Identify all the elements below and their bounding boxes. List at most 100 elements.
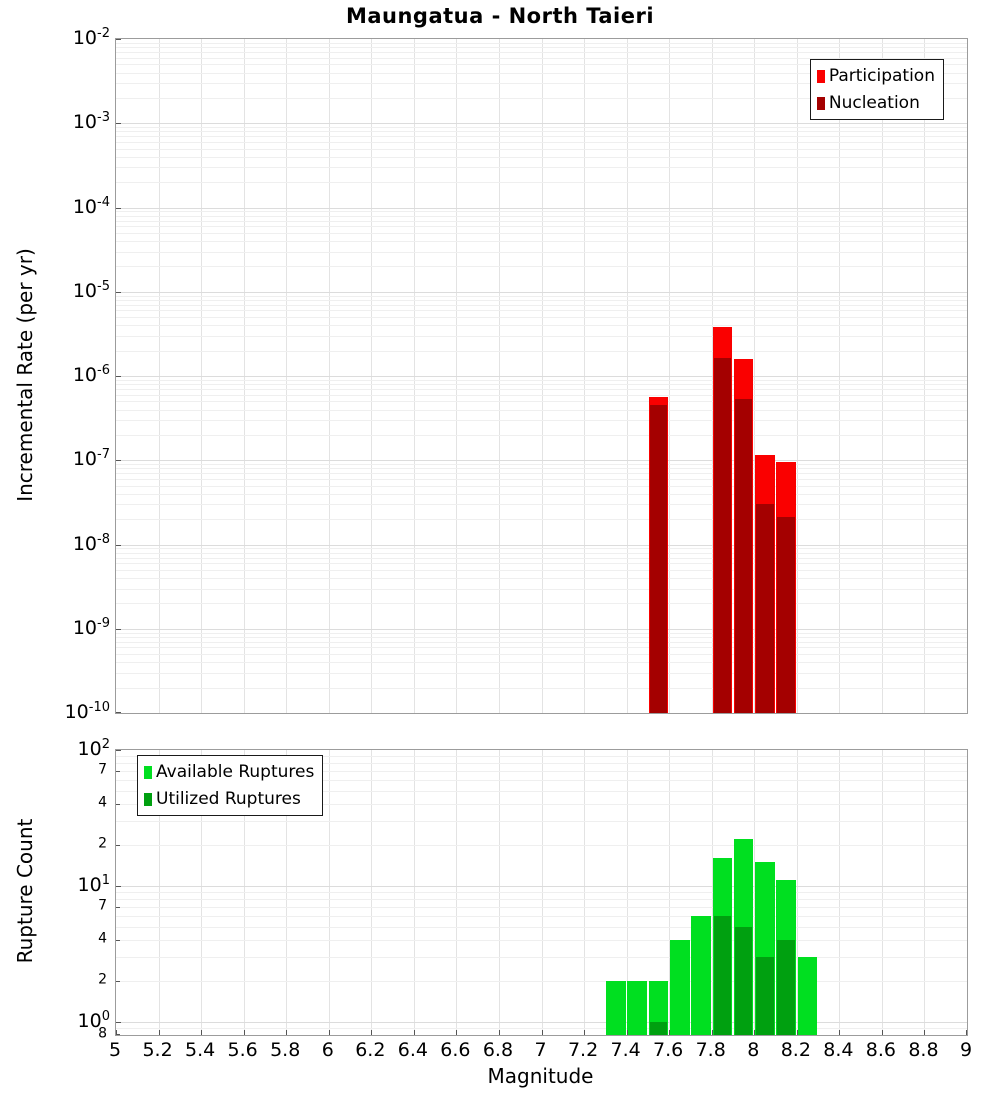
x-tick-label: 7.6: [653, 1039, 684, 1061]
nucleation-bar: [756, 504, 774, 713]
h-gridline-major: [116, 460, 967, 462]
utilized-ruptures-swatch-icon: [144, 792, 152, 806]
h-gridline-minor: [116, 940, 967, 941]
y-tick: [116, 628, 121, 630]
legend-item-participation: Participation: [816, 64, 935, 88]
x-tick-label: 9: [959, 1039, 973, 1061]
h-gridline-minor: [116, 379, 967, 381]
h-gridline-minor: [116, 687, 967, 689]
h-gridline-minor: [116, 52, 967, 54]
y-tick-label: 10-10: [64, 699, 110, 724]
x-tick-label: 5.4: [184, 1039, 216, 1061]
h-gridline-minor: [116, 478, 967, 480]
nucleation-bar: [734, 399, 753, 713]
h-gridline-minor: [116, 83, 967, 85]
y-minor-tick: [116, 980, 120, 982]
x-tick: [541, 1030, 543, 1035]
h-gridline-minor: [116, 578, 967, 580]
h-gridline-minor: [116, 97, 967, 99]
y-tick: [116, 460, 121, 462]
x-tick-label: 5.8: [270, 1039, 301, 1061]
h-gridline-minor: [116, 468, 967, 470]
h-gridline-minor: [116, 956, 967, 958]
y-minor-tick-label: 2: [98, 835, 107, 852]
x-tick: [626, 1030, 628, 1035]
y-tick-label: 10-4: [72, 194, 110, 218]
h-gridline-minor: [116, 632, 967, 634]
h-gridline-minor: [116, 215, 967, 217]
top-legend: Participation Nucleation: [809, 59, 944, 120]
y-minor-tick-label: 2: [98, 971, 107, 988]
h-gridline-minor: [116, 389, 967, 391]
h-gridline-minor: [116, 906, 967, 908]
x-tick-label: 6.6: [440, 1039, 471, 1061]
h-gridline-major: [116, 885, 967, 887]
h-gridline-minor: [116, 401, 967, 403]
available-bar: [797, 956, 818, 1035]
x-tick-label: 8.2: [780, 1039, 811, 1061]
y-tick-label: 10-3: [72, 110, 110, 134]
y-minor-tick-label: 4: [98, 930, 107, 947]
x-tick: [328, 1030, 330, 1035]
y-minor-tick: [116, 845, 120, 846]
x-tick: [498, 1030, 500, 1035]
h-gridline-minor: [116, 131, 967, 133]
h-gridline-minor: [116, 384, 967, 386]
y-minor-tick: [116, 804, 120, 806]
nucleation-bar: [777, 517, 795, 713]
h-gridline-minor: [116, 136, 967, 138]
h-gridline-minor: [116, 57, 967, 59]
available-ruptures-label: Available Ruptures: [156, 762, 315, 782]
h-gridline-minor: [116, 266, 967, 268]
h-gridline-minor: [116, 504, 967, 506]
h-gridline-minor: [116, 241, 967, 243]
h-gridline-minor: [116, 211, 967, 213]
h-gridline-minor: [116, 141, 967, 143]
h-gridline-minor: [116, 603, 967, 605]
h-gridline-minor: [116, 821, 967, 823]
h-gridline-minor: [116, 299, 967, 301]
y-tick-label: 100: [77, 1008, 110, 1033]
utilized-ruptures-label: Utilized Ruptures: [156, 789, 301, 809]
nucleation-label: Nucleation: [828, 93, 920, 113]
participation-swatch-icon: [816, 69, 825, 83]
x-tick-label: 6.8: [482, 1039, 514, 1061]
y-tick: [116, 712, 121, 713]
y-tick: [116, 885, 121, 887]
h-gridline-minor: [116, 394, 967, 396]
x-tick-label: 7.4: [610, 1039, 641, 1061]
legend-item-utilized-ruptures: Utilized Ruptures: [144, 787, 314, 811]
h-gridline-minor: [116, 464, 967, 466]
h-gridline-minor: [116, 42, 967, 44]
h-gridline-minor: [116, 636, 967, 638]
h-gridline-minor: [116, 310, 967, 312]
h-gridline-minor: [116, 552, 967, 554]
h-gridline-major: [116, 628, 967, 630]
bottom-legend: Available Ruptures Utilized Ruptures: [137, 755, 324, 816]
h-gridline-minor: [116, 569, 967, 571]
page-title: Maungatua - North Taieri: [345, 4, 655, 28]
y-tick-label: 10-8: [72, 531, 110, 555]
h-gridline-minor: [116, 588, 967, 590]
h-gridline-minor: [116, 72, 967, 74]
y-tick-label: 101: [77, 872, 110, 897]
h-gridline-minor: [116, 780, 967, 782]
x-tick: [711, 1030, 713, 1035]
y-minor-tick: [116, 940, 120, 941]
h-gridline-minor: [116, 434, 967, 436]
h-gridline-minor: [116, 420, 967, 422]
h-gridline-minor: [116, 763, 967, 765]
h-gridline-major: [116, 123, 967, 125]
x-tick: [158, 1030, 160, 1035]
h-gridline-minor: [116, 916, 967, 918]
x-axis-label: Magnitude: [487, 1064, 594, 1088]
h-gridline-minor: [116, 335, 967, 337]
h-gridline-minor: [116, 350, 967, 352]
h-gridline-minor: [116, 804, 967, 806]
h-gridline-minor: [116, 926, 967, 928]
bottom-plot-area: Available Ruptures Utilized Ruptures: [115, 749, 968, 1036]
available-bar: [627, 980, 648, 1035]
h-gridline-minor: [116, 156, 967, 158]
h-gridline-minor: [116, 899, 967, 901]
utilized-bar: [713, 916, 732, 1035]
